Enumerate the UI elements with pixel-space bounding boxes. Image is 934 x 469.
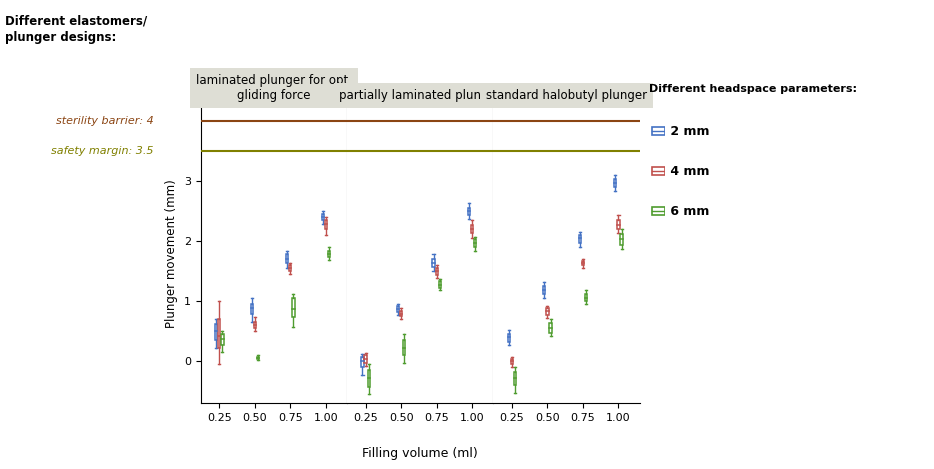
Bar: [435, 268, 438, 275]
Bar: [617, 219, 619, 229]
Bar: [508, 334, 510, 341]
Y-axis label: Plunger movement (mm): Plunger movement (mm): [165, 179, 178, 328]
Text: sterility barrier: 4: sterility barrier: 4: [56, 116, 154, 126]
Bar: [582, 261, 584, 265]
Text: 6 mm: 6 mm: [666, 204, 710, 218]
Text: 2 mm: 2 mm: [666, 125, 710, 138]
Bar: [215, 324, 218, 340]
Text: Filling volume (ml): Filling volume (ml): [362, 446, 478, 460]
Text: 4 mm: 4 mm: [666, 165, 710, 178]
Bar: [620, 234, 623, 245]
Bar: [250, 304, 253, 315]
Bar: [321, 214, 324, 220]
Text: Different elastomers/
plunger designs:: Different elastomers/ plunger designs:: [5, 14, 147, 44]
Bar: [254, 322, 256, 328]
Bar: [615, 180, 616, 187]
Bar: [514, 372, 517, 386]
Bar: [579, 235, 581, 243]
Bar: [368, 371, 370, 386]
Bar: [257, 356, 259, 359]
Bar: [397, 306, 399, 312]
Bar: [328, 251, 330, 257]
Title: laminated plunger for opt.
gliding force: laminated plunger for opt. gliding force: [196, 74, 352, 102]
Bar: [652, 167, 665, 175]
Bar: [286, 255, 289, 264]
Title: partially laminated plunger: partially laminated plunger: [339, 89, 502, 102]
Bar: [361, 356, 363, 367]
Bar: [221, 334, 223, 345]
Bar: [468, 208, 470, 215]
Bar: [292, 298, 294, 318]
Bar: [439, 281, 441, 288]
Bar: [471, 225, 474, 233]
Bar: [219, 319, 220, 348]
Bar: [585, 294, 587, 301]
Bar: [652, 127, 665, 136]
Bar: [549, 324, 552, 333]
Title: standard halobutyl plunger: standard halobutyl plunger: [486, 89, 647, 102]
Bar: [432, 259, 434, 267]
Bar: [403, 340, 405, 356]
Text: safety margin: 3.5: safety margin: 3.5: [51, 146, 154, 156]
Bar: [400, 311, 403, 316]
Bar: [325, 220, 327, 229]
Bar: [652, 207, 665, 215]
Bar: [474, 240, 476, 247]
Bar: [511, 359, 513, 364]
Bar: [290, 265, 291, 271]
Bar: [546, 309, 548, 315]
Bar: [364, 356, 367, 363]
Text: Different headspace parameters:: Different headspace parameters:: [649, 84, 857, 94]
Bar: [544, 286, 545, 294]
